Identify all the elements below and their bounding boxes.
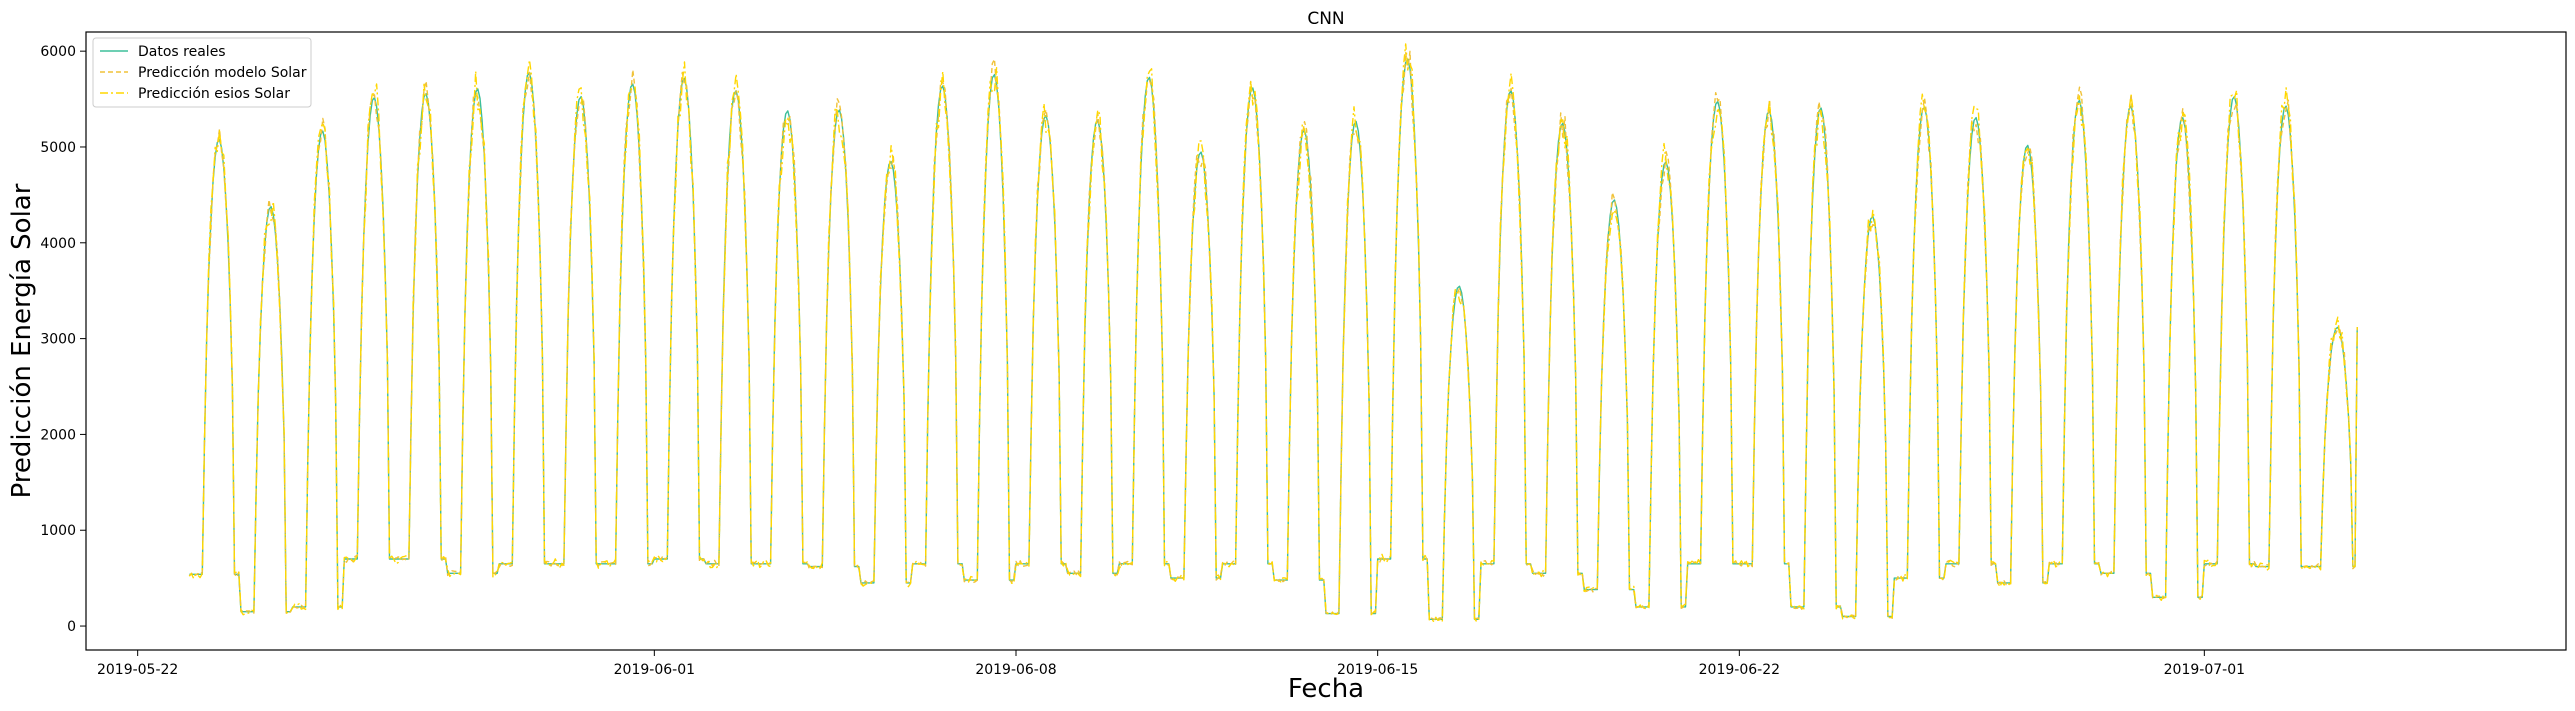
legend-label-datos-reales: Datos reales: [138, 44, 226, 60]
y-tick-label: 5000: [40, 140, 76, 156]
x-tick-label: 2019-07-01: [2164, 662, 2245, 678]
x-tick-label: 2019-06-15: [1337, 662, 1418, 678]
y-tick-label: 6000: [40, 44, 76, 60]
x-tick-label: 2019-06-01: [614, 662, 695, 678]
plot-frame: [85, 31, 2567, 651]
y-tick-label: 1000: [40, 523, 76, 539]
y-tick-label: 4000: [40, 236, 76, 252]
legend-label-prediccion-modelo: Predicción modelo Solar: [138, 65, 307, 81]
legend: Datos reales Predicción modelo Solar Pre…: [92, 37, 312, 108]
y-axis-title: Predicción Energía Solar: [7, 183, 37, 498]
y-tick-label: 2000: [40, 427, 76, 443]
x-tick-label: 2019-06-08: [975, 662, 1056, 678]
y-tick-label: 3000: [40, 332, 76, 348]
x-tick-label: 2019-06-22: [1699, 662, 1780, 678]
y-axis: 0 1000 2000 3000 4000 5000 6000: [40, 44, 86, 635]
x-tick-label: 2019-05-22: [97, 662, 178, 678]
y-tick-label: 0: [67, 619, 76, 635]
chart-title: CNN: [1307, 9, 1344, 29]
x-axis-title: Fecha: [1288, 674, 1364, 704]
series-line-prediccion-esios: [188, 43, 2358, 623]
plot-area: [188, 43, 2358, 623]
x-axis: 2019-05-22 2019-06-01 2019-06-08 2019-06-15…: [97, 650, 2245, 678]
legend-box: [92, 37, 312, 108]
legend-label-prediccion-esios: Predicción esios Solar: [138, 86, 290, 102]
